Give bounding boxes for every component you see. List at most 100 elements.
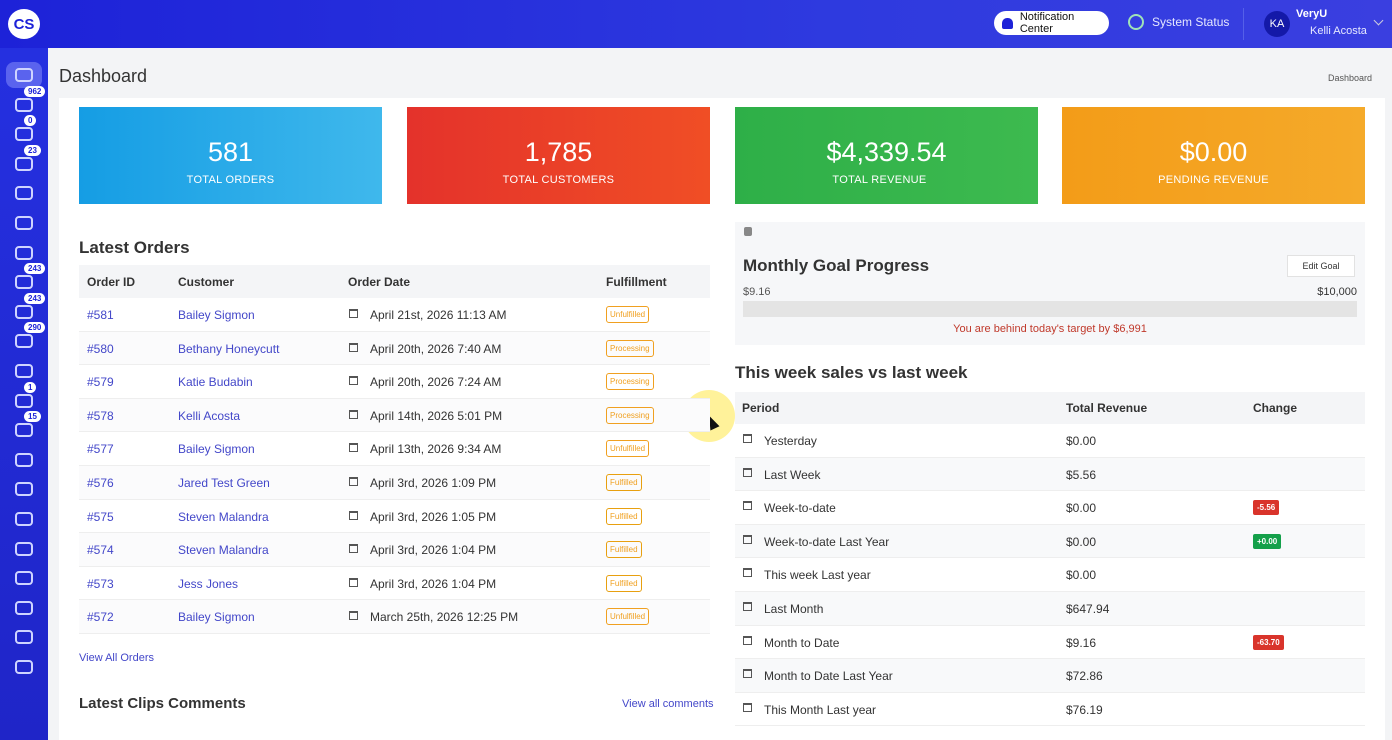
nav-icon[interactable] xyxy=(15,68,33,82)
order-id[interactable]: #575 xyxy=(87,509,114,524)
period: Week-to-date Last Year xyxy=(764,534,890,549)
nav-icon[interactable] xyxy=(15,512,33,526)
weekly-column-header: Period xyxy=(742,401,780,415)
logo[interactable]: CS xyxy=(8,9,40,39)
nav-icon[interactable] xyxy=(15,541,33,556)
orders-column-header: Fulfillment xyxy=(606,275,667,289)
order-customer[interactable]: Bethany Honeycutt xyxy=(178,341,280,356)
order-id[interactable]: #581 xyxy=(87,308,114,322)
page-title: Dashboard xyxy=(59,66,148,86)
calendar-icon xyxy=(349,342,358,352)
order-row xyxy=(79,432,710,466)
order-id[interactable]: #579 xyxy=(87,375,114,390)
nav-badge: 962 xyxy=(24,85,46,97)
breadcrumb[interactable]: Dashboard xyxy=(1328,73,1373,83)
order-id[interactable]: #580 xyxy=(87,341,114,356)
user-menu-caret[interactable] xyxy=(1373,15,1384,26)
nav-icon[interactable] xyxy=(15,600,33,615)
weekly-row xyxy=(735,424,1365,458)
period: Last Month xyxy=(764,602,824,616)
goal-current: $9.16 xyxy=(743,286,771,298)
nav-icon[interactable] xyxy=(15,186,33,201)
nav-icon[interactable] xyxy=(15,334,33,349)
order-row xyxy=(79,331,710,366)
order-customer[interactable]: Bailey Sigmon xyxy=(178,610,255,625)
notification-button[interactable]: Notification Center xyxy=(994,11,1109,35)
nav-icon[interactable] xyxy=(15,660,33,674)
calendar-icon xyxy=(743,467,752,477)
calendar-icon xyxy=(349,611,358,621)
revenue: $0.00 xyxy=(1066,501,1097,516)
order-id[interactable]: #577 xyxy=(87,442,114,457)
order-id[interactable]: #578 xyxy=(87,408,114,423)
order-id[interactable]: #576 xyxy=(87,476,114,490)
system-status[interactable]: System Status xyxy=(1128,14,1238,30)
order-customer[interactable]: Jess Jones xyxy=(178,576,239,591)
nav-icon[interactable] xyxy=(15,482,33,497)
edit-goal-button[interactable]: Edit Goal xyxy=(1287,255,1355,277)
goal-box: Monthly Goal Progress Edit Goal $9.16 $1… xyxy=(735,222,1365,345)
order-date: April 21st, 2026 11:13 AM xyxy=(370,308,507,322)
nav-icon[interactable] xyxy=(15,630,33,645)
order-row xyxy=(79,398,710,433)
order-id[interactable]: #573 xyxy=(87,576,114,591)
nav-icon[interactable] xyxy=(15,275,33,290)
weekly-row xyxy=(735,592,1365,626)
order-date: March 25th, 2026 12:25 PM xyxy=(370,610,519,625)
nav-badge: 243 xyxy=(24,263,46,275)
fulfillment-badge: Unfulfilled xyxy=(606,440,650,458)
order-customer[interactable]: Kelli Acosta xyxy=(178,408,241,423)
order-customer[interactable]: Katie Budabin xyxy=(178,375,253,390)
order-customer[interactable]: Steven Malandra xyxy=(178,509,269,524)
orders-header-row xyxy=(79,265,710,298)
status-icon xyxy=(1128,14,1144,30)
weekly-column-header: Total Revenue xyxy=(1066,401,1148,415)
avatar[interactable]: KA xyxy=(1264,11,1290,37)
org-name: VeryU xyxy=(1296,8,1328,20)
fulfillment-badge: Unfulfilled xyxy=(606,608,650,626)
revenue: $0.00 xyxy=(1066,534,1097,549)
nav-icon[interactable] xyxy=(15,364,33,378)
nav-badge: 1 xyxy=(24,381,37,393)
stat-card: $0.00 PENDING REVENUE xyxy=(1062,107,1365,204)
view-orders-link[interactable]: View All Orders xyxy=(79,652,154,664)
nav-icon[interactable] xyxy=(15,393,33,408)
nav-badge: 0 xyxy=(24,115,37,127)
calendar-icon xyxy=(743,602,752,611)
weekly-header-row xyxy=(735,392,1365,424)
fulfillment-badge: Processing xyxy=(606,373,654,391)
order-customer[interactable]: Steven Malandra xyxy=(178,543,269,558)
nav-badge: 243 xyxy=(24,292,46,304)
weekly-column-header: Change xyxy=(1253,401,1298,415)
stat-card[interactable]: $4,339.54 TOTAL REVENUE xyxy=(735,107,1038,204)
nav-icon[interactable] xyxy=(15,423,33,438)
nav-icon[interactable] xyxy=(15,452,33,467)
weekly-row xyxy=(735,659,1365,693)
order-customer[interactable]: Jared Test Green xyxy=(178,476,270,490)
calendar-icon xyxy=(349,510,358,520)
nav-icon[interactable] xyxy=(15,156,33,171)
revenue: $647.94 xyxy=(1066,602,1110,616)
period: This Month Last year xyxy=(764,702,877,717)
nav-icon[interactable] xyxy=(15,571,33,586)
order-id[interactable]: #572 xyxy=(87,610,114,625)
nav-icon[interactable] xyxy=(15,97,33,112)
order-customer[interactable]: Bailey Sigmon xyxy=(178,442,255,457)
stat-value: $4,339.54 xyxy=(826,137,947,167)
nav-icon[interactable] xyxy=(15,216,33,230)
period: Week-to-date xyxy=(764,501,836,516)
nav-icon[interactable] xyxy=(15,304,33,319)
calendar-icon xyxy=(743,534,752,544)
order-id[interactable]: #574 xyxy=(87,543,114,558)
revenue: $76.19 xyxy=(1066,702,1103,717)
goal-message: You are behind today's target by $6,991 xyxy=(953,323,1147,335)
order-date: April 3rd, 2026 1:09 PM xyxy=(370,476,497,490)
view-comments-link[interactable]: View all comments xyxy=(622,698,714,710)
order-customer[interactable]: Bailey Sigmon xyxy=(178,308,255,322)
nav-icon[interactable] xyxy=(15,127,33,142)
nav-icon[interactable] xyxy=(15,245,33,260)
order-date: April 20th, 2026 7:24 AM xyxy=(370,375,502,390)
calendar-icon xyxy=(349,443,358,453)
fulfillment-badge: Fulfilled xyxy=(606,474,642,491)
